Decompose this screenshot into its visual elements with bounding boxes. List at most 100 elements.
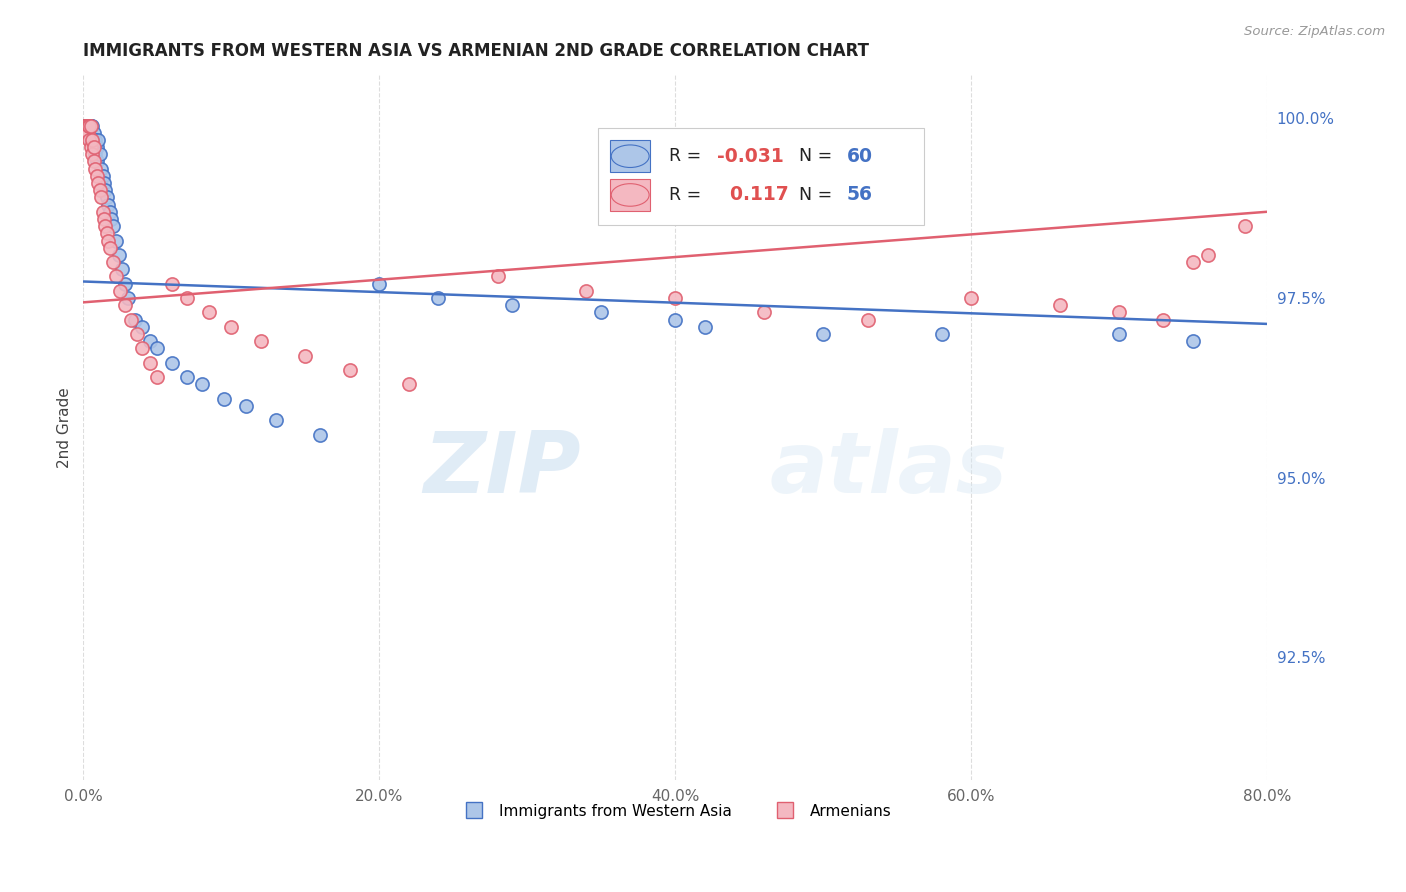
Point — [146, 370, 169, 384]
Point — [97, 197, 120, 211]
Point — [89, 183, 111, 197]
Point — [83, 140, 105, 154]
Text: atlas: atlas — [770, 428, 1008, 511]
Point — [575, 284, 598, 298]
Text: N =: N = — [800, 147, 838, 165]
Point — [176, 291, 198, 305]
Point — [83, 154, 105, 169]
Point — [77, 119, 100, 133]
Point — [80, 119, 103, 133]
Point — [90, 190, 112, 204]
Point — [124, 312, 146, 326]
Point — [73, 119, 96, 133]
Point — [250, 334, 273, 348]
Point — [160, 277, 183, 291]
Point — [94, 219, 117, 234]
Point — [77, 126, 100, 140]
Point — [146, 342, 169, 356]
Point — [960, 291, 983, 305]
Point — [76, 119, 98, 133]
Text: ZIP: ZIP — [423, 428, 581, 511]
Point — [264, 413, 287, 427]
Point — [664, 291, 686, 305]
Point — [97, 234, 120, 248]
Point — [294, 349, 316, 363]
Point — [86, 154, 108, 169]
Point — [309, 427, 332, 442]
Point — [1108, 305, 1130, 319]
Point — [100, 211, 122, 226]
FancyBboxPatch shape — [610, 178, 651, 211]
Point — [125, 326, 148, 341]
Point — [1233, 219, 1256, 234]
Circle shape — [612, 145, 650, 168]
Point — [114, 277, 136, 291]
Text: 0.117: 0.117 — [717, 186, 789, 204]
Point — [198, 305, 221, 319]
Point — [91, 204, 114, 219]
Point — [398, 377, 420, 392]
Point — [75, 126, 97, 140]
Point — [76, 126, 98, 140]
Point — [84, 161, 107, 176]
Text: 60: 60 — [846, 146, 873, 166]
Point — [931, 326, 953, 341]
Point — [104, 269, 127, 284]
Point — [73, 119, 96, 133]
Point — [501, 298, 523, 312]
FancyBboxPatch shape — [610, 140, 651, 172]
Point — [80, 119, 103, 133]
Point — [86, 140, 108, 154]
Text: R =: R = — [669, 186, 707, 204]
Point — [82, 133, 104, 147]
Point — [368, 277, 391, 291]
Point — [77, 119, 100, 133]
Point — [752, 305, 775, 319]
Point — [212, 392, 235, 406]
Point — [75, 126, 97, 140]
Point — [82, 133, 104, 147]
Point — [1197, 248, 1219, 262]
Point — [98, 241, 121, 255]
Text: Source: ZipAtlas.com: Source: ZipAtlas.com — [1244, 25, 1385, 38]
Point — [90, 161, 112, 176]
Point — [77, 119, 100, 133]
Point — [75, 119, 97, 133]
Point — [93, 176, 115, 190]
Point — [84, 133, 107, 147]
Point — [101, 219, 124, 234]
Point — [77, 119, 100, 133]
Point — [89, 147, 111, 161]
Point — [111, 262, 134, 277]
Point — [110, 284, 132, 298]
Point — [101, 255, 124, 269]
Point — [693, 319, 716, 334]
Point — [91, 169, 114, 183]
Point — [82, 147, 104, 161]
Point — [75, 119, 97, 133]
Point — [96, 227, 118, 241]
Point — [591, 305, 613, 319]
Point — [76, 126, 98, 140]
Point — [427, 291, 450, 305]
Point — [235, 399, 257, 413]
Text: IMMIGRANTS FROM WESTERN ASIA VS ARMENIAN 2ND GRADE CORRELATION CHART: IMMIGRANTS FROM WESTERN ASIA VS ARMENIAN… — [83, 42, 869, 60]
Point — [80, 119, 103, 133]
Point — [190, 377, 212, 392]
Point — [94, 183, 117, 197]
Point — [176, 370, 198, 384]
Point — [87, 133, 110, 147]
Point — [76, 119, 98, 133]
Point — [811, 326, 834, 341]
Point — [219, 319, 242, 334]
Point — [104, 234, 127, 248]
Point — [107, 248, 129, 262]
Circle shape — [612, 184, 650, 206]
Point — [120, 312, 142, 326]
Point — [73, 119, 96, 133]
Point — [664, 312, 686, 326]
Point — [83, 126, 105, 140]
Point — [1049, 298, 1071, 312]
Text: R =: R = — [669, 147, 707, 165]
Point — [83, 140, 105, 154]
